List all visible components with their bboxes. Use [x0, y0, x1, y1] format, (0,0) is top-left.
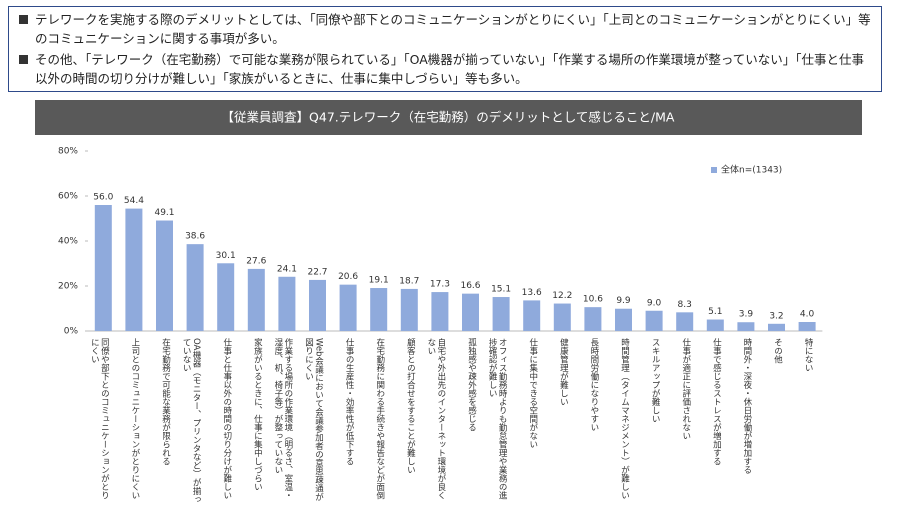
value-label: 17.3: [430, 280, 450, 290]
y-tick-label: 20%: [58, 282, 78, 292]
bar: [125, 208, 143, 331]
y-tick-label: 0%: [64, 327, 79, 337]
bar: [553, 303, 571, 331]
value-label: 8.3: [678, 300, 692, 310]
bar: [492, 297, 510, 331]
bar: [156, 220, 173, 331]
x-tick-label: 長時間労働になりやすい: [588, 338, 599, 432]
value-label: 4.0: [800, 310, 815, 320]
legend-label: 全体n=(1343): [721, 164, 782, 176]
x-tick-label: 同僚や部下とのコミュニケーションがとりにくい: [89, 338, 110, 500]
value-label: 13.6: [522, 288, 542, 298]
x-tick-label: 特にない: [803, 338, 814, 372]
y-tick-label: 60%: [58, 192, 78, 202]
bar: [370, 288, 388, 331]
x-tick-label: 上司とのコミュニケーションがとりにくい: [129, 338, 140, 500]
x-tick-label: 家族がいるときに、仕事に集中しづらい: [252, 338, 263, 491]
bar: [615, 308, 632, 331]
value-label: 20.6: [338, 272, 358, 282]
value-label: 12.2: [552, 291, 572, 301]
bar: [186, 244, 204, 331]
bar: [217, 263, 235, 331]
value-label: 10.6: [583, 295, 603, 305]
x-tick-label: OA機器（モニター、プリンタなど）が揃っていない: [181, 338, 202, 504]
x-tick-label: 顧客との打合せをすることが難しい: [405, 338, 416, 474]
x-tick-label: 仕事に集中できる空間がない: [527, 338, 538, 449]
bar: [523, 300, 541, 331]
legend-swatch: [711, 167, 717, 173]
x-tick-label: 孤独感や疎外感を感じる: [466, 338, 477, 432]
value-label: 3.2: [769, 311, 783, 321]
value-label: 27.6: [246, 256, 266, 266]
bar: [462, 293, 479, 331]
bar: [94, 205, 112, 331]
bar: [768, 323, 785, 331]
value-label: 15.1: [491, 285, 511, 295]
x-tick-label: スキルアップが難しい: [650, 338, 661, 423]
value-label: 3.9: [739, 310, 754, 320]
title-bar: [35, 100, 862, 135]
x-tick-label: 自宅や外出先のインターネット環境が良くない: [425, 338, 446, 500]
bar: [584, 307, 602, 331]
value-label: 22.7: [307, 267, 327, 277]
value-label: 19.1: [369, 276, 389, 286]
x-tick-label: 仕事が適正に評価されない: [680, 338, 691, 440]
value-label: 24.1: [277, 264, 297, 274]
y-tick-label: 40%: [58, 237, 78, 247]
x-tick-label: オフィス勤務時よりも勤怠管理や業務の進捗確認が難しい: [487, 338, 508, 500]
note: その他、「テレワーク（在宅勤務）で可能な業務が限られている」「OA機器が揃ってい…: [19, 50, 871, 88]
bar: [400, 288, 418, 331]
bar: [339, 284, 357, 331]
bar: [645, 310, 663, 331]
x-tick-label: その他: [772, 338, 783, 364]
bar: [676, 312, 694, 331]
value-label: 30.1: [216, 251, 236, 261]
y-tick-label: 80%: [58, 147, 78, 157]
bar: [798, 322, 816, 331]
value-label: 49.1: [154, 208, 174, 218]
x-tick-label: Web会議において会議参加者の意思疎通が図りにくい: [303, 338, 324, 502]
bar: [737, 322, 755, 331]
x-tick-label: 仕事で感じるストレスが増加する: [711, 338, 722, 466]
x-tick-label: 仕事と仕事以外の時間の切り分けが難しい: [221, 338, 232, 500]
bar: [309, 279, 326, 331]
bar: [247, 268, 265, 331]
x-tick-label: 時間管理（タイムマネジメント）が難しい: [619, 338, 630, 500]
bar: [431, 292, 449, 331]
x-tick-label: 仕事の生産性・効率性が低下する: [344, 338, 355, 466]
bar: [706, 319, 724, 331]
value-label: 9.9: [616, 296, 631, 306]
notes-box: テレワークを実施する際のデメリットとしては、「同僚や部下とのコミュニケーションが…: [8, 6, 882, 92]
x-tick-label: 時間外・深夜・休日労働が増加する: [741, 338, 752, 474]
value-label: 56.0: [93, 193, 113, 203]
x-tick-label: 作業する場所の作業環境（明るさ、室温・湿度、机、椅子等）が整っていない: [272, 338, 293, 500]
value-label: 38.6: [185, 232, 205, 242]
note: テレワークを実施する際のデメリットとしては、「同僚や部下とのコミュニケーションが…: [19, 10, 871, 48]
x-tick-label: 在宅勤務で可能な業務が限られる: [160, 338, 171, 466]
value-label: 5.1: [708, 307, 722, 317]
x-tick-label: 在宅勤務に関わる手続きや報告などが面倒: [374, 338, 385, 500]
value-label: 54.4: [124, 196, 144, 206]
value-label: 9.0: [647, 298, 662, 308]
bar: [278, 276, 296, 331]
x-tick-label: 健康管理が難しい: [558, 338, 569, 406]
value-label: 16.6: [460, 281, 480, 291]
value-label: 18.7: [399, 276, 419, 286]
chart-title: 【従業員調査】Q47.テレワーク（在宅勤務）のデメリットとして感じること/MA: [222, 110, 675, 125]
